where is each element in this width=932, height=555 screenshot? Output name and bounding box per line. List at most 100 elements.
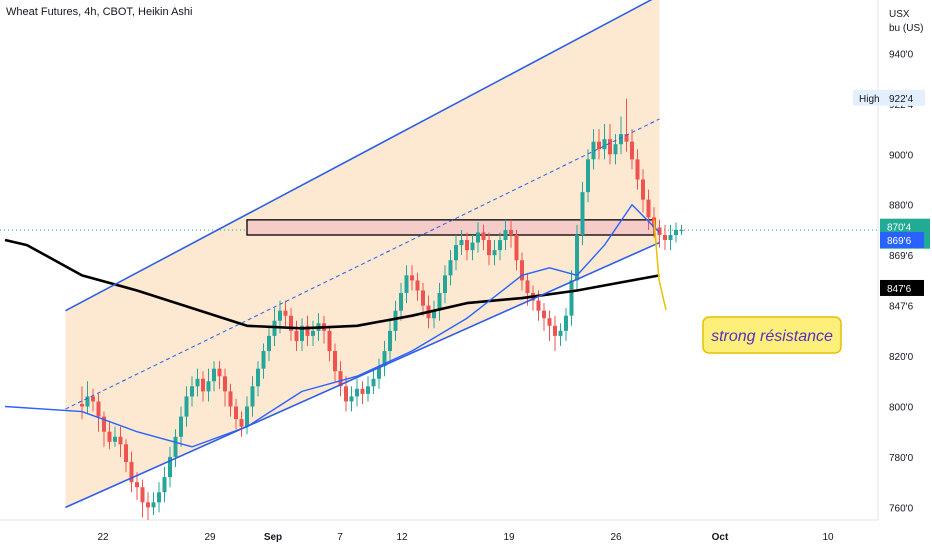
candle-body[interactable] — [162, 477, 167, 493]
candle-body[interactable] — [674, 229, 678, 235]
candle-body[interactable] — [228, 391, 233, 407]
candle-body[interactable] — [239, 419, 244, 427]
resistance-zone[interactable] — [246, 219, 655, 236]
candle-body[interactable] — [432, 310, 436, 319]
candle-body[interactable] — [536, 300, 541, 311]
candle-body[interactable] — [586, 159, 590, 193]
candle-body[interactable] — [267, 335, 271, 352]
candle-body[interactable] — [635, 159, 640, 180]
channel-lower-line[interactable] — [65, 241, 660, 509]
candle-body[interactable] — [382, 351, 387, 367]
candle-body[interactable] — [580, 192, 585, 235]
candle-body[interactable] — [668, 234, 673, 241]
candle-body[interactable] — [129, 461, 134, 483]
candle-body[interactable] — [283, 310, 288, 316]
candle-body[interactable] — [294, 330, 299, 341]
channel-upper-line[interactable] — [65, 0, 660, 312]
candle-body[interactable] — [520, 260, 524, 281]
candle-body[interactable] — [355, 388, 359, 397]
candle-body[interactable] — [91, 396, 95, 402]
candle-body[interactable] — [157, 492, 161, 503]
candle-body[interactable] — [223, 376, 227, 392]
candle-body[interactable] — [624, 134, 629, 142]
candle-body[interactable] — [360, 388, 365, 394]
candle-body[interactable] — [113, 436, 117, 442]
candle-body[interactable] — [525, 280, 530, 294]
candle-body[interactable] — [179, 416, 183, 437]
candle-body[interactable] — [492, 250, 497, 256]
candle-body[interactable] — [344, 386, 348, 402]
candle-body[interactable] — [465, 240, 469, 251]
candle-body[interactable] — [613, 144, 618, 155]
candle-body[interactable] — [168, 456, 172, 478]
candle-body[interactable] — [371, 378, 376, 387]
candle-body[interactable] — [630, 141, 634, 160]
candle-body[interactable] — [657, 227, 662, 235]
candle-body[interactable] — [349, 396, 354, 402]
candle-body[interactable] — [487, 240, 491, 256]
candle-body[interactable] — [107, 431, 112, 442]
candle-body[interactable] — [575, 234, 579, 281]
candle-body[interactable] — [102, 416, 106, 432]
candle-body[interactable] — [184, 396, 189, 417]
candle-body[interactable] — [289, 315, 293, 331]
candle-body[interactable] — [118, 436, 123, 445]
candle-body[interactable] — [641, 179, 645, 200]
candle-body[interactable] — [597, 141, 601, 150]
candle-body[interactable] — [146, 502, 150, 508]
candle-body[interactable] — [542, 310, 546, 319]
candle-body[interactable] — [261, 351, 266, 369]
candle-body[interactable] — [366, 386, 370, 394]
candle-body[interactable] — [619, 134, 623, 145]
candle-body[interactable] — [388, 330, 392, 352]
candle-body[interactable] — [646, 199, 651, 218]
candle-body[interactable] — [443, 275, 447, 294]
candle-body[interactable] — [437, 293, 442, 311]
candle-body[interactable] — [327, 330, 332, 352]
candle-body[interactable] — [234, 406, 238, 420]
candle-body[interactable] — [399, 293, 403, 311]
candle-body[interactable] — [547, 318, 552, 326]
candle-body[interactable] — [300, 325, 304, 341]
candle-body[interactable] — [140, 487, 145, 503]
candle-body[interactable] — [470, 242, 475, 251]
candle-body[interactable] — [173, 436, 178, 457]
candle-body[interactable] — [80, 403, 84, 407]
candle-body[interactable] — [217, 368, 222, 377]
candle-body[interactable] — [553, 325, 557, 336]
candle-body[interactable] — [476, 232, 480, 243]
candle-body[interactable] — [564, 315, 568, 331]
candle-body[interactable] — [377, 366, 381, 379]
candle-body[interactable] — [201, 378, 205, 392]
candle-body[interactable] — [195, 378, 200, 387]
candle-body[interactable] — [404, 275, 409, 294]
candle-body[interactable] — [459, 240, 464, 246]
candle-body[interactable] — [311, 330, 315, 336]
candle-body[interactable] — [212, 368, 216, 382]
candle-body[interactable] — [591, 141, 596, 160]
candle-body[interactable] — [498, 240, 502, 251]
candle-body[interactable] — [415, 280, 420, 291]
candle-body[interactable] — [190, 386, 194, 397]
candle-body[interactable] — [421, 290, 425, 306]
candle-body[interactable] — [305, 325, 310, 336]
candle-body[interactable] — [393, 310, 398, 331]
candle-body[interactable] — [410, 275, 414, 281]
candle-body[interactable] — [503, 229, 508, 241]
candle-body[interactable] — [206, 381, 211, 392]
candle-body[interactable] — [278, 310, 282, 321]
candle-body[interactable] — [85, 396, 90, 407]
candle-body[interactable] — [558, 330, 563, 336]
candle-body[interactable] — [602, 139, 607, 150]
candle-body[interactable] — [448, 260, 453, 276]
candle-body[interactable] — [569, 280, 574, 316]
candle-body[interactable] — [151, 502, 156, 508]
candle-body[interactable] — [481, 232, 486, 241]
candle-body[interactable] — [245, 406, 249, 427]
candle-body[interactable] — [96, 401, 101, 417]
candle-body[interactable] — [509, 229, 513, 235]
candle-body[interactable] — [250, 386, 255, 407]
candle-body[interactable] — [663, 234, 667, 241]
candle-body[interactable] — [333, 351, 337, 372]
